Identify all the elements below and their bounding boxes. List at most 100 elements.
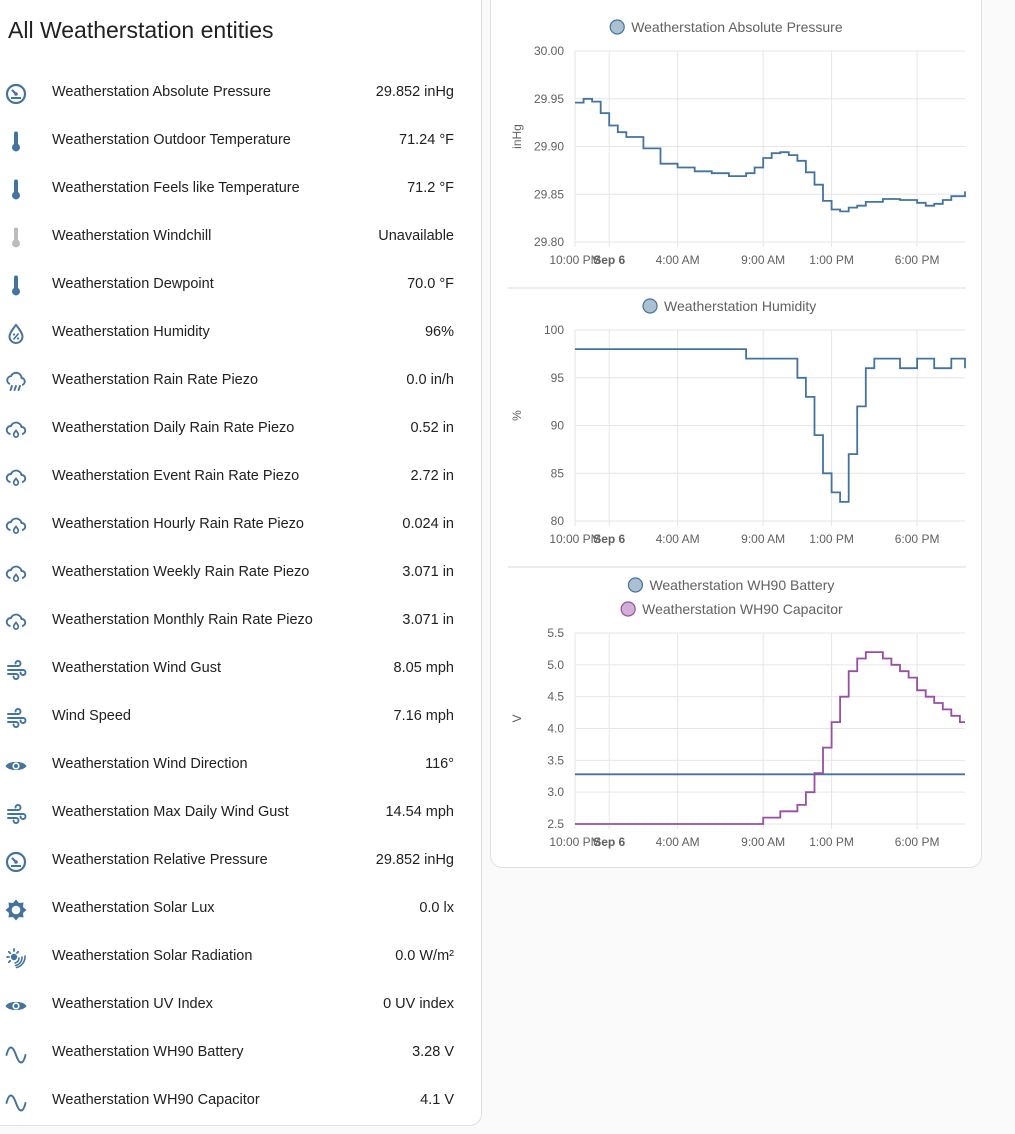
y-tick-label: 2.5 (547, 817, 564, 831)
weather-pouring-icon (3, 369, 29, 395)
weather-windy-icon (3, 705, 29, 731)
entity-state: 3.28 V (412, 1044, 454, 1060)
card-title: All Weatherstation entities (8, 17, 274, 43)
entity-row[interactable]: Weatherstation Relative Pressure 29.852 i… (1, 837, 471, 885)
entity-row[interactable]: Weatherstation Windchill Unavailable (1, 213, 471, 261)
x-tick-label: 9:00 AM (741, 835, 785, 849)
gauge-icon (3, 81, 29, 107)
legend-marker (609, 19, 625, 35)
entity-row[interactable]: Weatherstation Monthly Rain Rate Piezo 3.… (1, 597, 471, 645)
entity-name: Weatherstation Daily Rain Rate Piezo (52, 420, 295, 436)
entity-name: Weatherstation Hourly Rain Rate Piezo (52, 516, 304, 532)
entity-row[interactable]: Weatherstation UV Index 0 UV index (1, 981, 471, 1029)
entity-state: 96% (424, 324, 454, 340)
entity-name: Weatherstation Max Daily Wind Gust (52, 804, 289, 820)
entity-row[interactable]: Wind Speed 7.16 mph (1, 693, 471, 741)
y-tick-label: 100 (544, 323, 564, 337)
y-tick-label: 4.0 (547, 722, 564, 736)
y-tick-label: 90 (551, 419, 565, 433)
entity-row[interactable]: Weatherstation Feels like Temperature 71.… (1, 165, 471, 213)
brightness-icon (3, 897, 29, 923)
y-tick-label: 29.90 (534, 140, 564, 154)
entity-name: Weatherstation Humidity (52, 324, 210, 340)
entity-name: Weatherstation Rain Rate Piezo (52, 372, 259, 388)
x-tick-label: 10:00 PM (549, 532, 600, 546)
entity-row[interactable]: Weatherstation Outdoor Temperature 71.24 … (1, 117, 471, 165)
y-tick-label: 29.80 (534, 235, 564, 249)
entity-row[interactable]: Weatherstation Absolute Pressure 29.852 i… (1, 69, 471, 117)
entity-state: 7.16 mph (393, 708, 454, 724)
legend-label: Weatherstation WH90 Battery (649, 577, 834, 593)
y-tick-label: 80 (551, 514, 565, 528)
entity-row[interactable]: Weatherstation Wind Direction 116° (1, 741, 471, 789)
entity-row[interactable]: Weatherstation Dewpoint 70.0 °F (1, 261, 471, 309)
entity-row[interactable]: Weatherstation Humidity 96% (1, 309, 471, 357)
entity-name: Weatherstation Event Rain Rate Piezo (52, 468, 300, 484)
y-axis-label: V (510, 714, 524, 722)
series-line (575, 651, 965, 825)
entity-name: Weatherstation Dewpoint (52, 276, 214, 292)
x-tick-label: 9:00 AM (741, 532, 785, 546)
entity-name: Weatherstation WH90 Capacitor (52, 1092, 260, 1108)
entities-card: All Weatherstation entities Weatherstati… (0, 0, 482, 1126)
x-tick-label: 10:00 PM (549, 253, 600, 267)
entity-row[interactable]: Weatherstation Solar Lux 0.0 lx (1, 885, 471, 933)
weather-windy-icon (3, 657, 29, 683)
entity-state: 0 UV index (383, 996, 454, 1012)
entity-name: Weatherstation Absolute Pressure (52, 84, 271, 100)
entity-name: Wind Speed (52, 708, 131, 724)
entity-state: 0.52 in (410, 420, 454, 436)
entity-name: Weatherstation UV Index (52, 996, 213, 1012)
y-tick-label: 95 (551, 371, 565, 385)
water-outline-cloud-icon (3, 513, 29, 539)
entity-name: Weatherstation Solar Lux (52, 900, 215, 916)
entity-name: Weatherstation Solar Radiation (52, 948, 253, 964)
y-tick-label: 3.5 (547, 753, 564, 767)
entity-state: Unavailable (378, 228, 454, 244)
x-tick-label: 6:00 PM (895, 532, 940, 546)
entity-row[interactable]: Weatherstation Wind Gust 8.05 mph (1, 645, 471, 693)
x-tick-label: Sep 6 (593, 532, 625, 546)
x-tick-label: 9:00 AM (741, 253, 785, 267)
entity-row[interactable]: Weatherstation Daily Rain Rate Piezo 0.52… (1, 405, 471, 453)
thermometer-icon (3, 273, 29, 299)
series-line (575, 348, 966, 503)
y-tick-label: 85 (551, 466, 565, 480)
thermometer-icon (3, 225, 29, 251)
history-graph-card: Weatherstation Absolute Pressure 30.00 29.… (490, 0, 982, 868)
entity-row[interactable]: Weatherstation Event Rain Rate Piezo 2.72… (1, 453, 471, 501)
legend-marker (620, 601, 636, 617)
entity-row[interactable]: Weatherstation Max Daily Wind Gust 14.54 … (1, 789, 471, 837)
y-tick-label: 29.85 (534, 187, 564, 201)
y-tick-label: 4.5 (547, 690, 564, 704)
entity-name: Weatherstation Monthly Rain Rate Piezo (52, 612, 313, 628)
entity-row[interactable]: Weatherstation Hourly Rain Rate Piezo 0.0… (1, 501, 471, 549)
gauge-icon (3, 849, 29, 875)
entity-state: 0.0 lx (419, 900, 454, 916)
solar-radiation-icon (3, 945, 29, 971)
entity-state: 4.1 V (420, 1092, 454, 1108)
entity-row[interactable]: Weatherstation WH90 Battery 3.28 V (1, 1029, 471, 1077)
series-line (575, 97, 966, 213)
entity-state: 70.0 °F (407, 276, 454, 292)
x-tick-label: 10:00 PM (549, 835, 600, 849)
entity-row[interactable]: Weatherstation Solar Radiation 0.0 W/m² (1, 933, 471, 981)
entity-state: 3.071 in (402, 564, 454, 580)
entity-name: Weatherstation Wind Direction (52, 756, 248, 772)
legend-label: Weatherstation Humidity (664, 298, 816, 314)
x-tick-label: 1:00 PM (809, 253, 854, 267)
x-tick-label: 4:00 AM (656, 835, 700, 849)
entity-state: 2.72 in (410, 468, 454, 484)
entity-row[interactable]: Weatherstation WH90 Capacitor 4.1 V (1, 1077, 471, 1125)
entity-row[interactable]: Weatherstation Weekly Rain Rate Piezo 3.0… (1, 549, 471, 597)
entity-state: 0.024 in (402, 516, 454, 532)
y-tick-label: 3.0 (547, 785, 564, 799)
entity-row[interactable]: Weatherstation Rain Rate Piezo 0.0 in/h (1, 357, 471, 405)
y-axis-label: % (510, 410, 524, 421)
water-outline-cloud-icon (3, 561, 29, 587)
thermometer-icon (3, 129, 29, 155)
eye-icon (3, 993, 29, 1019)
y-tick-label: 29.95 (534, 92, 564, 106)
entity-state: 0.0 in/h (406, 372, 454, 388)
x-tick-label: Sep 6 (593, 835, 625, 849)
